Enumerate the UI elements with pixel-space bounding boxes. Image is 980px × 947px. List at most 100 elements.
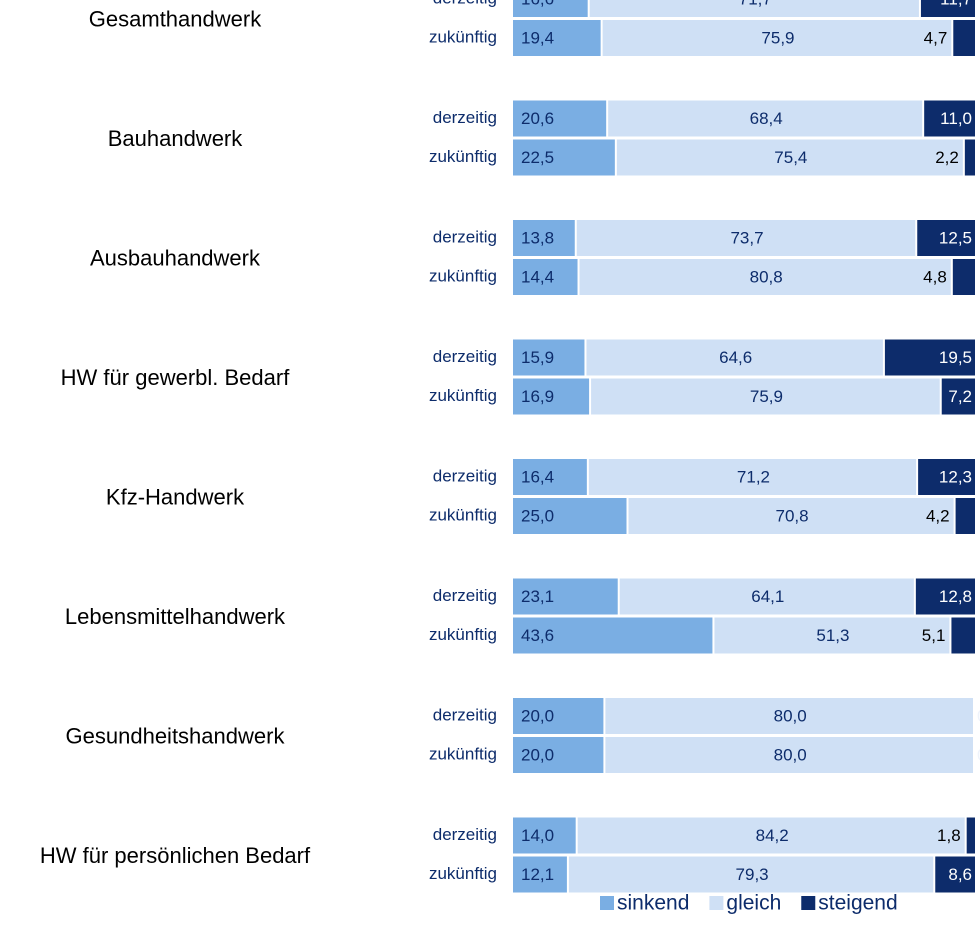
period-label: zukünftig xyxy=(429,147,497,166)
bar-segment xyxy=(714,617,950,654)
value-label: 7,2 xyxy=(948,387,972,406)
value-label: 14,0 xyxy=(521,826,554,845)
value-label: 23,1 xyxy=(521,587,554,606)
period-label: derzeitig xyxy=(433,108,497,127)
bar-segment xyxy=(955,498,975,534)
value-label: 80,8 xyxy=(750,267,783,286)
value-label: 0,0 xyxy=(977,706,980,725)
period-label: zukünftig xyxy=(429,744,497,763)
bar-segment xyxy=(588,459,917,495)
value-label: 14,4 xyxy=(521,267,554,286)
category-label: HW für gewerbl. Bedarf xyxy=(61,365,291,390)
period-label: zukünftig xyxy=(429,625,497,644)
bar-segment xyxy=(605,698,973,734)
value-label: 12,3 xyxy=(939,467,972,486)
bar-segment xyxy=(576,220,916,256)
bar-segment xyxy=(605,737,973,773)
bar-segment xyxy=(591,378,940,415)
value-label: 4,2 xyxy=(926,506,950,525)
bar-segment xyxy=(918,459,975,495)
bar-segment xyxy=(628,498,954,534)
value-label: 19,5 xyxy=(939,348,972,367)
bar-segment xyxy=(513,100,607,137)
bar-segment xyxy=(964,139,975,176)
category-label: Kfz-Handwerk xyxy=(106,484,245,509)
period-label: derzeitig xyxy=(433,825,497,844)
value-label: 12,8 xyxy=(939,587,972,606)
value-label: 4,7 xyxy=(924,28,948,47)
value-label: 11,0 xyxy=(940,109,972,128)
bar-segment xyxy=(935,856,975,893)
category-label: HW für persönlichen Bedarf xyxy=(40,843,311,868)
value-label: 11,7 xyxy=(940,0,972,8)
legend-swatch xyxy=(801,896,816,910)
value-label: 16,6 xyxy=(521,0,554,8)
bar-segment xyxy=(953,20,975,56)
bar-segment xyxy=(952,259,975,295)
value-label: 2,2 xyxy=(935,148,959,167)
bar-segment xyxy=(513,698,604,734)
bar-segment xyxy=(616,139,963,176)
category-label: Gesundheitshandwerk xyxy=(66,723,286,748)
value-label: 12,5 xyxy=(939,228,972,247)
period-label: zukünftig xyxy=(429,266,497,285)
category-label: Lebensmittelhandwerk xyxy=(65,604,286,629)
bar-segment xyxy=(513,498,627,534)
value-label: 0,0 xyxy=(977,745,980,764)
bar-segment xyxy=(941,378,975,415)
period-label: derzeitig xyxy=(433,227,497,246)
period-label: derzeitig xyxy=(433,466,497,485)
bar-segment xyxy=(513,617,713,654)
bar-segment xyxy=(920,0,975,17)
period-label: derzeitig xyxy=(433,705,497,724)
value-label: 84,2 xyxy=(756,826,789,845)
bar-segment xyxy=(513,378,590,415)
bar-segment xyxy=(513,220,575,256)
value-label: 70,8 xyxy=(776,506,809,525)
bar-segment xyxy=(513,259,578,295)
bar-segment xyxy=(513,459,587,495)
bar-segment xyxy=(924,100,975,137)
value-label: 68,4 xyxy=(750,109,783,128)
bar-segment xyxy=(589,0,919,17)
bar-segment xyxy=(513,339,585,376)
value-label: 71,2 xyxy=(737,467,770,486)
bar-segment xyxy=(917,220,975,256)
period-label: zukünftig xyxy=(429,505,497,524)
value-label: 13,8 xyxy=(521,228,554,247)
period-label: derzeitig xyxy=(433,586,497,605)
value-label: 15,9 xyxy=(521,348,554,367)
bar-segment xyxy=(602,20,952,56)
value-label: 4,8 xyxy=(923,267,947,286)
bar-segment xyxy=(951,617,975,654)
bar-segment xyxy=(579,259,951,295)
period-label: zukünftig xyxy=(429,864,497,883)
legend-label: steigend xyxy=(818,892,897,915)
category-label: Gesamthandwerk xyxy=(89,6,262,31)
bar-segment xyxy=(513,20,601,56)
bar-segment xyxy=(966,817,975,854)
value-label: 71,7 xyxy=(739,0,772,8)
value-label: 1,8 xyxy=(937,826,961,845)
bar-segment xyxy=(608,100,923,137)
value-label: 79,3 xyxy=(736,865,769,884)
category-label: Bauhandwerk xyxy=(108,126,244,151)
value-label: 16,4 xyxy=(521,467,554,486)
bar-segment xyxy=(884,339,975,376)
period-label: derzeitig xyxy=(433,347,497,366)
category-label: Ausbauhandwerk xyxy=(90,245,261,270)
period-label: derzeitig xyxy=(433,0,497,7)
value-label: 22,5 xyxy=(521,148,554,167)
value-label: 16,9 xyxy=(521,387,554,406)
bar-segment xyxy=(586,339,883,376)
value-label: 64,6 xyxy=(719,348,752,367)
value-label: 12,1 xyxy=(521,865,554,884)
value-label: 64,1 xyxy=(751,587,784,606)
value-label: 5,1 xyxy=(922,626,946,645)
period-label: zukünftig xyxy=(429,27,497,46)
bar-segment xyxy=(577,817,965,854)
value-label: 80,0 xyxy=(774,745,807,764)
value-label: 73,7 xyxy=(730,228,763,247)
value-label: 8,6 xyxy=(948,865,972,884)
